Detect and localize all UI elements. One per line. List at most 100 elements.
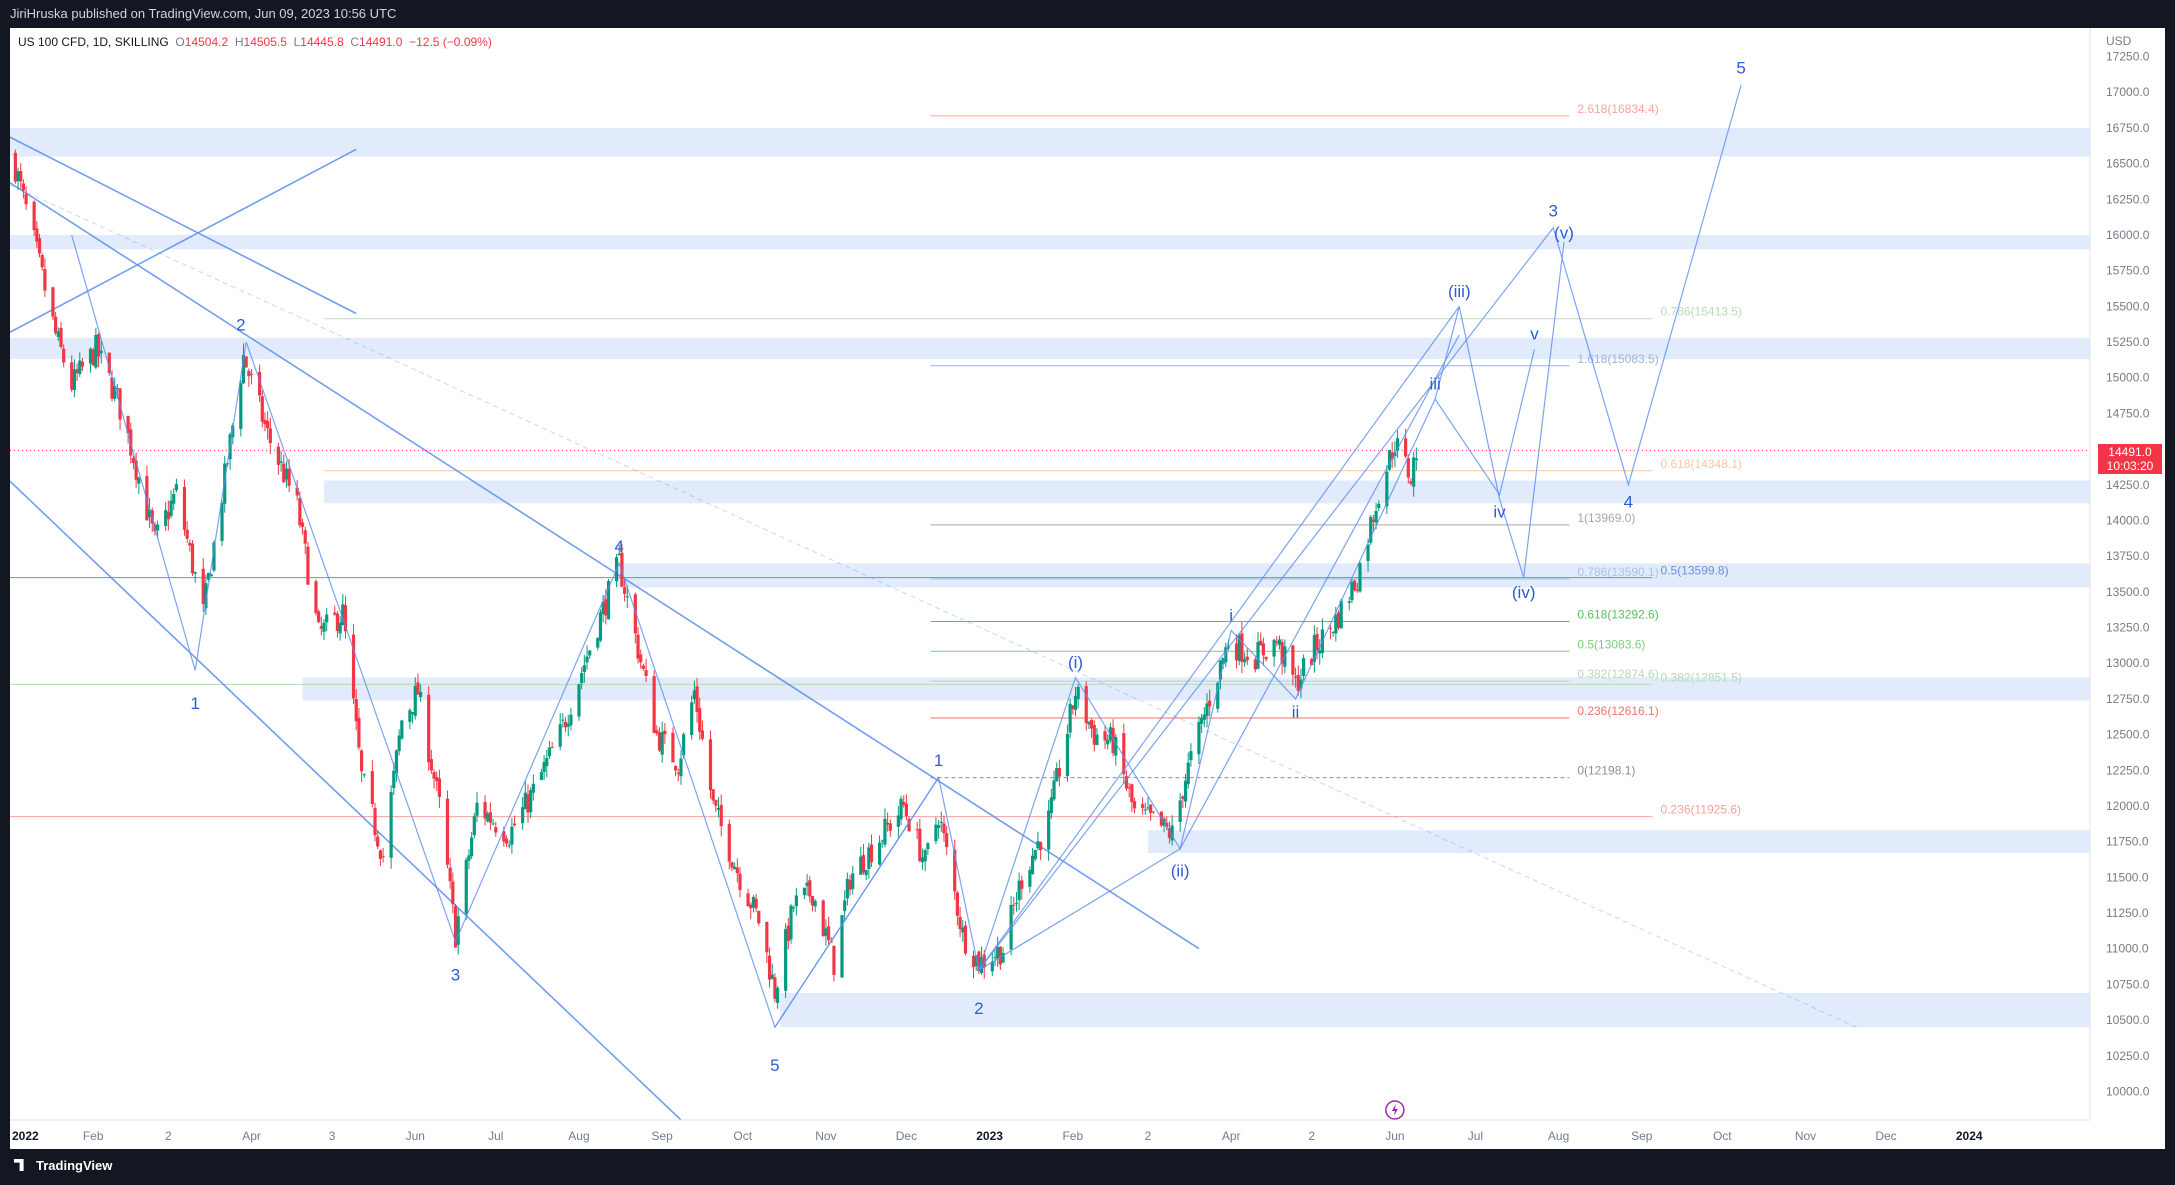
candle-body [1280, 642, 1284, 664]
price-tick-label: 12250.0 [2106, 763, 2150, 777]
candle-up [569, 707, 573, 731]
wave-label: 5 [770, 1056, 779, 1075]
candle-body [1065, 733, 1070, 777]
candle-down [1111, 719, 1115, 757]
candle-up [1299, 668, 1303, 699]
candle-body [813, 900, 817, 907]
candle-body [821, 900, 825, 937]
candle-body [523, 792, 527, 809]
candle-body [110, 377, 114, 399]
tradingview-logo-icon [14, 1159, 24, 1171]
candle-body [113, 386, 117, 399]
candle-body [488, 812, 493, 823]
candle-down [1259, 632, 1263, 646]
candle-up [419, 684, 423, 702]
candle-body [539, 772, 544, 780]
candle-down [190, 540, 195, 576]
candle-up [193, 571, 197, 583]
candle-body [464, 859, 468, 914]
candle-up [507, 840, 511, 849]
candle-body [190, 543, 195, 574]
candle-down [1130, 783, 1134, 812]
candle-up [400, 719, 404, 740]
candle-down [1371, 515, 1376, 532]
candle-down [182, 479, 187, 536]
candle-down [249, 368, 254, 385]
candle-body [888, 823, 892, 831]
symbol-label[interactable]: US 100 CFD, 1D, SKILLING [18, 35, 169, 49]
candle-body [902, 801, 906, 805]
left-frame [0, 28, 10, 1149]
candle-body [955, 892, 960, 916]
candle-up [1369, 515, 1373, 546]
candle-up [78, 352, 82, 377]
price-tick-label: 13500.0 [2106, 585, 2150, 599]
candle-body [757, 910, 761, 924]
candle-body [1132, 801, 1137, 809]
candle-body [1293, 676, 1298, 678]
candle-up [789, 903, 793, 944]
time-tick-label: 2 [165, 1129, 172, 1143]
candle-body [1277, 639, 1282, 645]
candle-down [276, 442, 280, 475]
candle-down [1390, 442, 1394, 468]
candle-body [1216, 683, 1220, 709]
candle-body [491, 823, 495, 825]
candle-body [507, 845, 511, 847]
candle-up [1385, 465, 1389, 514]
candle-down [735, 858, 739, 883]
price-tick-label: 14750.0 [2106, 406, 2150, 420]
candle-body [394, 750, 399, 774]
candle-body [351, 634, 356, 699]
candle-up [993, 949, 997, 967]
candle-down [1409, 477, 1413, 486]
candle-body [942, 823, 946, 834]
candle-down [70, 355, 74, 393]
candle-body [531, 783, 535, 793]
candle-down [1280, 638, 1284, 675]
candle-down [714, 799, 718, 812]
candle-body [714, 799, 718, 806]
candle-down [902, 795, 906, 808]
wave-label: v [1530, 325, 1539, 344]
candle-up [174, 478, 178, 493]
candle-up [561, 713, 565, 728]
candle-down [1293, 667, 1298, 688]
candle-body [370, 771, 374, 805]
candle-body [679, 758, 683, 777]
candle-down [773, 973, 777, 1003]
candle-body [1412, 457, 1416, 487]
candle-body [773, 977, 777, 999]
candle-down [915, 821, 919, 840]
candle-body [486, 813, 490, 822]
candle-down [303, 526, 307, 555]
elliott-wave-path [1179, 334, 1460, 850]
candle-body [1127, 787, 1131, 789]
candle-body [279, 461, 283, 463]
candle-up [660, 721, 664, 763]
candle-up [625, 585, 629, 609]
price-tick-label: 14000.0 [2106, 513, 2150, 527]
candle-body [378, 850, 382, 859]
candle-body [1318, 650, 1322, 654]
fib-level-label: 0.236(12616.1) [1577, 704, 1658, 718]
candle-up [990, 952, 994, 977]
candle-down [260, 390, 264, 428]
tradingview-logo[interactable]: TradingView [14, 1158, 112, 1173]
candle-body [982, 954, 986, 968]
time-tick-label: 3 [329, 1129, 336, 1143]
candle-down [810, 895, 815, 912]
candle-body [657, 732, 662, 751]
candle-up [845, 872, 849, 906]
candle-body [845, 878, 849, 899]
candle-body [1331, 631, 1335, 633]
candle-body [585, 656, 589, 663]
candle-body [260, 396, 264, 422]
candle-down [51, 286, 55, 320]
candle-body [1052, 780, 1056, 800]
candle-body [542, 762, 546, 773]
price-tick-label: 11000.0 [2106, 942, 2149, 956]
candle-body [692, 690, 696, 700]
candle-body [96, 334, 101, 357]
